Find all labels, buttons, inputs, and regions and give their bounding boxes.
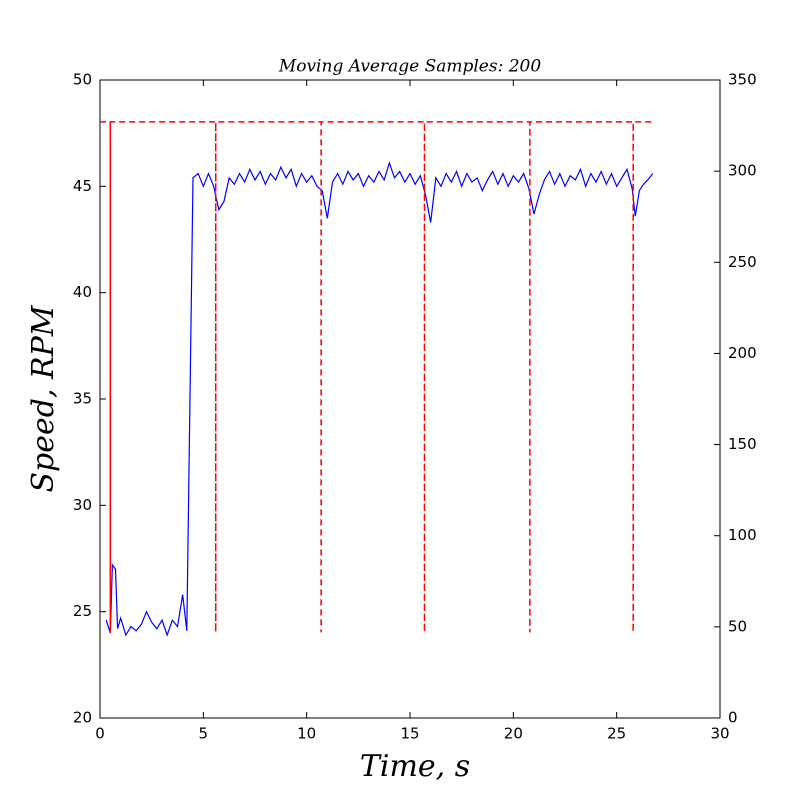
x-tick-label: 5 (199, 725, 209, 743)
y-tick-label: 25 (73, 602, 92, 620)
y-tick-label: 30 (73, 496, 92, 514)
y-tick-label: 45 (73, 177, 92, 195)
y-tick-label: 40 (73, 283, 92, 301)
x-tick-label: 20 (504, 725, 523, 743)
y2-tick-label: 300 (728, 162, 757, 180)
series-line (100, 121, 654, 633)
chart-title: Moving Average Samples: 200 (278, 57, 542, 77)
series-line (105, 160, 654, 637)
y-tick-label: 35 (73, 390, 92, 408)
y2-tick-label: 0 (728, 709, 738, 727)
y2-tick-label: 150 (728, 435, 757, 453)
y-tick-label: 50 (73, 71, 92, 89)
x-tick-label: 0 (95, 725, 105, 743)
y-tick-label: 20 (73, 709, 92, 727)
y2-tick-label: 350 (728, 71, 757, 89)
x-tick-label: 10 (297, 725, 316, 743)
y2-tick-label: 200 (728, 344, 757, 362)
plot-frame (99, 79, 721, 719)
y2-tick-label: 250 (728, 253, 757, 271)
y2-tick-label: 50 (728, 617, 747, 635)
x-tick-label: 25 (607, 725, 626, 743)
x-tick-label: 15 (400, 725, 419, 743)
y2-tick-label: 100 (728, 526, 757, 544)
x-tick-label: 30 (710, 725, 729, 743)
x-axis-label: Time, s (360, 749, 470, 784)
y-axis-label: Speed, RPM (26, 304, 61, 492)
